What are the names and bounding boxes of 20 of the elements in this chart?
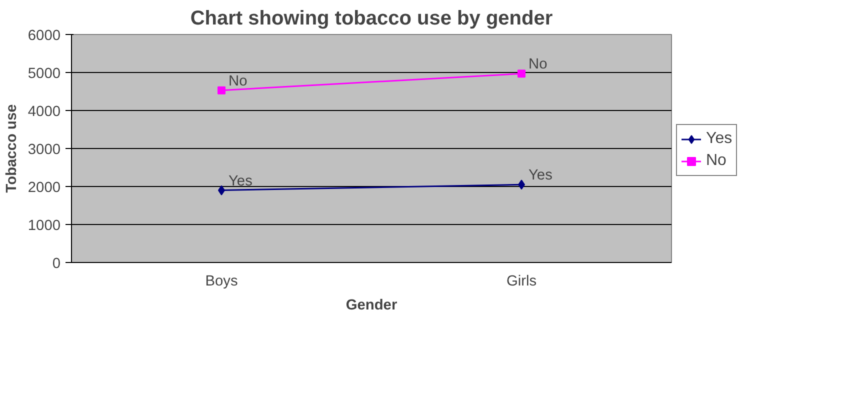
point	[218, 86, 226, 94]
y-axis-title: Tobacco use	[4, 104, 20, 193]
y-tick-label: 5000	[28, 66, 61, 82]
y-tick-label: 4000	[28, 104, 61, 120]
x-tick-label: Boys	[205, 274, 238, 290]
annotation: Yes	[228, 173, 252, 190]
y-tick-label: 1000	[28, 218, 61, 234]
annotation: No	[528, 56, 548, 73]
annotation: No	[228, 73, 248, 90]
annotation: Yes	[528, 168, 552, 184]
y-tick-label: 6000	[28, 28, 61, 44]
x-axis-title: Gender	[346, 298, 398, 314]
y-tick-label: 0	[52, 256, 61, 272]
legend-label: Yes	[706, 130, 732, 148]
x-tick-label: Girls	[506, 274, 537, 290]
y-tick-label: 3000	[28, 142, 61, 158]
point	[518, 70, 526, 78]
chart-title: Chart showing tobacco use by gender	[190, 8, 553, 30]
legend-label: No	[706, 152, 726, 170]
y-tick-label: 2000	[28, 180, 61, 196]
